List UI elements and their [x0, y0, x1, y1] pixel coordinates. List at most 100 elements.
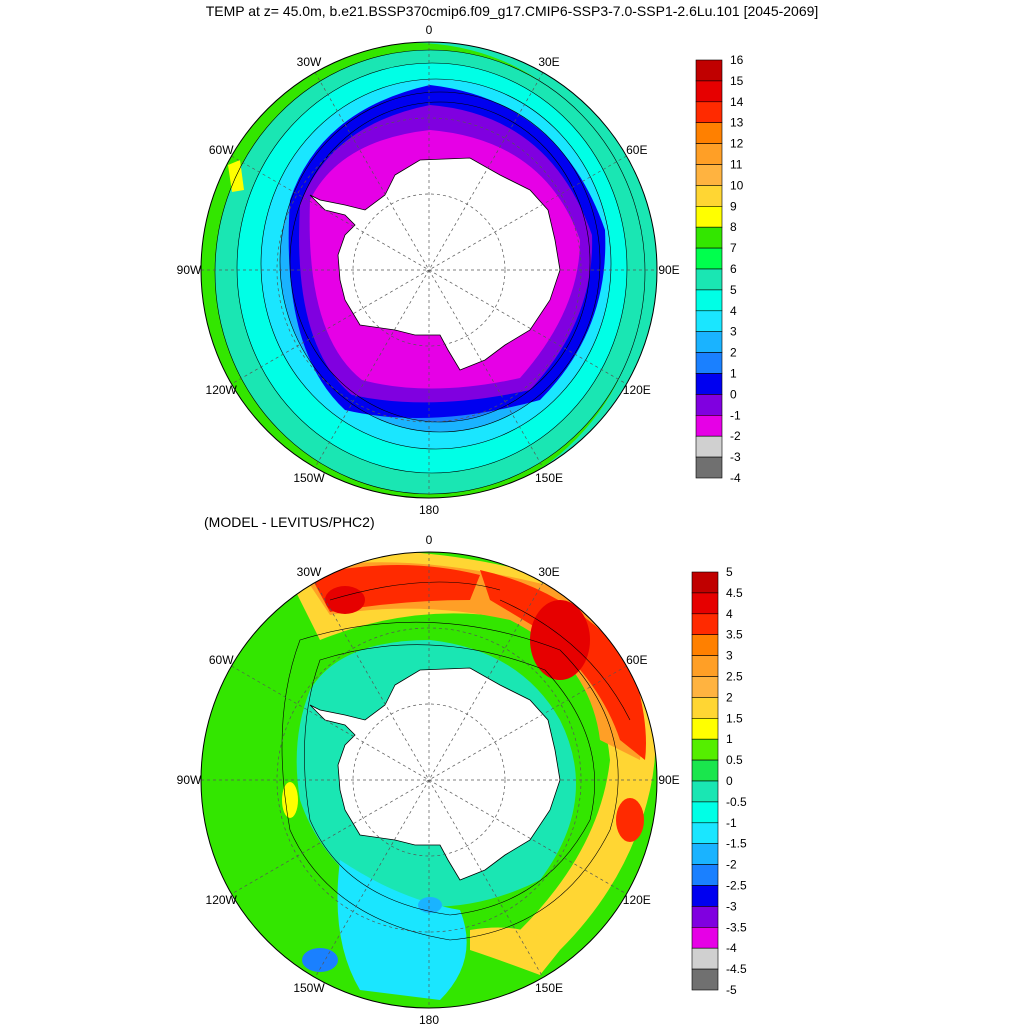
colorbar-label: 2 [730, 346, 737, 360]
longitude-label: 180 [419, 1013, 439, 1024]
longitude-label: 150W [293, 471, 325, 485]
colorbar-label: 11 [730, 158, 743, 172]
colorbar-label: 3 [726, 649, 733, 663]
colorbar-swatch [695, 226, 723, 249]
colorbar-label: -2.5 [726, 879, 747, 893]
longitude-label: 150E [535, 981, 563, 995]
colorbar-swatch [691, 885, 719, 907]
longitude-label: 30W [297, 55, 322, 69]
colorbar-swatch [695, 289, 723, 312]
colorbar-label: 15 [730, 74, 744, 88]
colorbar-label: 1 [730, 367, 737, 381]
colorbar-swatch [695, 143, 723, 165]
colorbar-swatch [695, 373, 723, 395]
colorbar-label: 2 [726, 690, 733, 704]
colorbar-label: 0.5 [726, 753, 743, 767]
colorbar-swatch [691, 843, 719, 865]
colorbar-swatch [695, 247, 723, 270]
colorbar-label: -3 [730, 450, 741, 464]
bottom-map [200, 551, 658, 1009]
colorbar-label: -0.5 [726, 795, 747, 809]
colorbar-swatch [691, 947, 719, 970]
colorbar-swatch [695, 456, 723, 479]
colorbar-label: -3 [726, 899, 737, 913]
colorbar-swatch [691, 571, 719, 594]
colorbar-swatch [695, 310, 723, 332]
longitude-label: 60E [626, 143, 647, 157]
longitude-label: 30W [297, 565, 322, 579]
colorbar-swatch [691, 968, 719, 991]
colorbar-swatch [695, 122, 723, 144]
colorbar-label: -1.5 [726, 837, 747, 851]
longitude-label: 0 [426, 533, 433, 547]
colorbar-label: 10 [730, 178, 744, 192]
figure-subtitle: (MODEL - LEVITUS/PHC2) [204, 514, 375, 530]
colorbar-swatch [695, 394, 723, 416]
colorbar-label: 5 [726, 565, 733, 579]
antarctica-landmass [309, 667, 561, 881]
colorbar-label: 9 [730, 199, 737, 213]
longitude-label: 120W [206, 893, 238, 907]
colorbar-label: 0 [730, 387, 737, 401]
colorbar-label: 1.5 [726, 711, 743, 725]
longitude-label: 90E [658, 263, 679, 277]
colorbar-label: 4 [730, 304, 737, 318]
colorbar-swatch [695, 435, 723, 458]
longitude-label: 120E [623, 383, 651, 397]
colorbar-swatch [691, 634, 719, 656]
colorbar-label: -4 [730, 471, 741, 485]
colorbar-swatch [691, 926, 719, 949]
colorbar-swatch [695, 268, 723, 291]
longitude-label: 0 [426, 23, 433, 37]
colorbar-label: 16 [730, 53, 744, 67]
colorbar-label: 8 [730, 220, 737, 234]
colorbar-swatch [691, 676, 719, 698]
colorbar-swatch [695, 59, 723, 82]
longitude-label: 120E [623, 893, 651, 907]
bottom-colorbar: 5 4.5 4 3.5 3 2.5 2 1.5 1 0.5 0 -0.5 -1 -1.5 -2 -2.5 -3 -… [691, 565, 747, 997]
colorbar-swatch [691, 780, 719, 803]
top-longitude-labels: 0 30E 60E 90E 120E 150E 180 150W 120W 90W 60W 30W [177, 23, 680, 517]
colorbar-swatch [691, 801, 719, 824]
colorbar-label: 14 [730, 95, 744, 109]
longitude-label: 60W [209, 143, 234, 157]
colorbar-swatch [691, 906, 719, 928]
longitude-label: 120W [206, 383, 238, 397]
colorbar-swatch [691, 822, 719, 844]
longitude-label: 30E [538, 565, 559, 579]
top-map [200, 41, 658, 499]
longitude-label: 90E [658, 773, 679, 787]
colorbar-swatch [695, 185, 723, 207]
longitude-label: 90W [177, 773, 202, 787]
colorbar-label: 13 [730, 116, 744, 130]
colorbar-swatch [695, 164, 723, 186]
figure-title: TEMP at z= 45.0m, b.e21.BSSP370cmip6.f09… [205, 3, 819, 19]
longitude-label: 180 [419, 503, 439, 517]
colorbar-label: -3.5 [726, 920, 747, 934]
longitude-label: 60E [626, 653, 647, 667]
colorbar-swatch [695, 206, 723, 228]
colorbar-swatch [695, 331, 723, 353]
colorbar-swatch [691, 738, 719, 761]
colorbar-swatch [691, 759, 719, 782]
colorbar-swatch [691, 864, 719, 886]
colorbar-label: 0 [726, 774, 733, 788]
colorbar-label: 3 [730, 325, 737, 339]
colorbar-label: 1 [726, 732, 733, 746]
colorbar-label: -2 [730, 429, 741, 443]
longitude-label: 150W [293, 981, 325, 995]
colorbar-label: 12 [730, 137, 744, 151]
colorbar-label: 4 [726, 607, 733, 621]
colorbar-label: -1 [730, 408, 741, 422]
colorbar-label: 5 [730, 283, 737, 297]
colorbar-label: -1 [726, 816, 737, 830]
colorbar-swatch [691, 655, 719, 677]
colorbar-swatch [695, 80, 723, 103]
bottom-longitude-labels: 0 30E 60E 90E 120E 150E 180 150W 120W 90W 60W 30W [177, 533, 680, 1024]
longitude-label: 30E [538, 55, 559, 69]
colorbar-swatch [691, 697, 719, 719]
colorbar-label: -4 [726, 941, 737, 955]
antarctica-landmass [309, 157, 561, 371]
colorbar-label: 7 [730, 241, 737, 255]
